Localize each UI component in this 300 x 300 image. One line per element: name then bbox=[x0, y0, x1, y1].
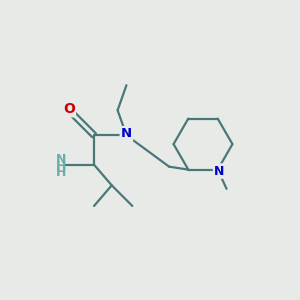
Text: N: N bbox=[214, 165, 224, 178]
Text: H: H bbox=[56, 160, 66, 173]
Text: H: H bbox=[56, 167, 66, 179]
Text: N: N bbox=[56, 153, 66, 166]
Text: N: N bbox=[121, 127, 132, 140]
Text: O: O bbox=[63, 102, 75, 116]
